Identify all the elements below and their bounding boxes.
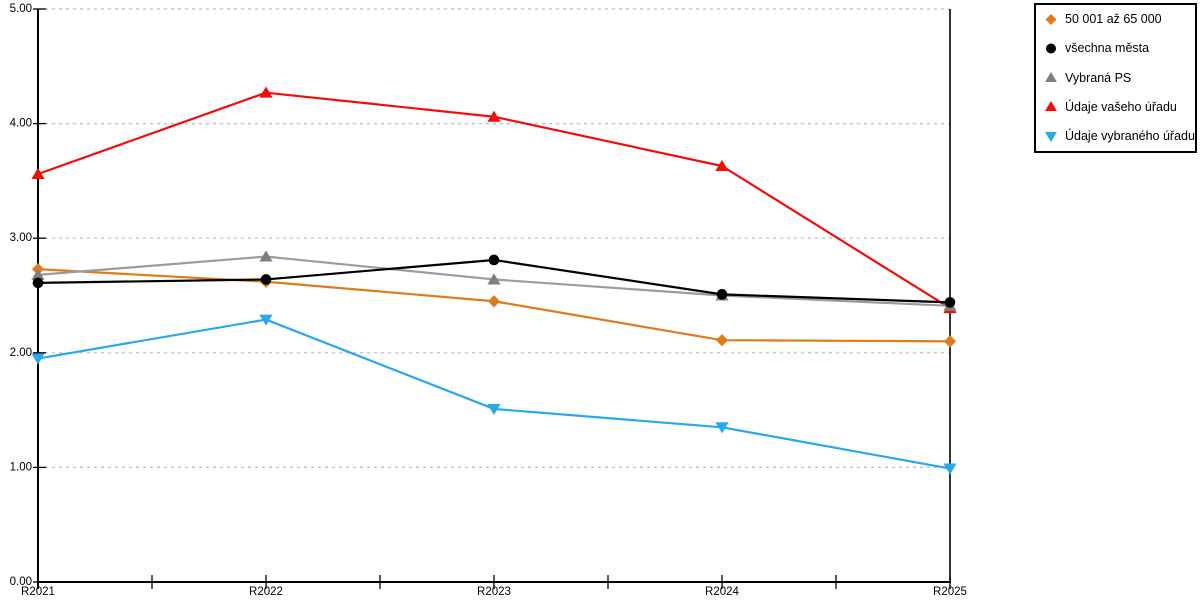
data-point-triangle-down-icon xyxy=(259,314,273,326)
triangle-up-icon xyxy=(1045,72,1057,83)
data-point-triangle-up-icon xyxy=(487,273,501,285)
legend-label: Údaje vybraného úřadu xyxy=(1065,129,1195,143)
y-tick-label: 5.00 xyxy=(10,3,32,15)
series-circle xyxy=(32,254,956,308)
series-triangle-down xyxy=(31,314,957,475)
data-point-diamond-icon xyxy=(487,295,501,308)
y-tick-label: 0.00 xyxy=(10,576,32,588)
series-line xyxy=(37,318,951,470)
x-tick-label: R2023 xyxy=(477,586,511,598)
triangle-down-icon xyxy=(1045,131,1057,142)
x-tick-label: R2022 xyxy=(249,586,283,598)
data-point-triangle-up-icon xyxy=(487,110,501,122)
data-point-diamond-icon xyxy=(715,334,729,347)
x-tick-label: R2025 xyxy=(933,586,967,598)
data-point-triangle-up-icon xyxy=(715,159,729,172)
legend-item: Údaje vybraného úřadu xyxy=(1044,129,1195,143)
triangle-up-icon xyxy=(1045,101,1057,112)
data-point-circle-icon xyxy=(716,289,728,300)
data-point-triangle-down-icon xyxy=(487,403,501,416)
diamond-icon xyxy=(1045,13,1057,25)
y-tick-label: 4.00 xyxy=(10,118,32,130)
data-point-triangle-down-icon xyxy=(715,422,729,434)
legend-label: 50 001 až 65 000 xyxy=(1065,12,1162,26)
data-point-triangle-up-icon xyxy=(259,86,273,98)
legend-label: Vybraná PS xyxy=(1065,70,1132,85)
data-point-triangle-down-icon xyxy=(31,353,45,365)
data-point-triangle-up-icon xyxy=(259,250,273,262)
data-point-circle-icon xyxy=(32,277,44,289)
data-point-triangle-down-icon xyxy=(943,463,957,475)
legend: 50 001 až 65 000 všechna města Vybraná PS Ú… xyxy=(1034,3,1197,153)
legend-label: všechna města xyxy=(1065,41,1150,56)
circle-icon xyxy=(1046,43,1056,54)
data-point-triangle-up-icon xyxy=(31,167,45,180)
legend-item: všechna města xyxy=(1044,41,1187,55)
x-tick-label: R2024 xyxy=(705,586,739,598)
data-point-triangle-up-icon xyxy=(31,268,45,280)
data-point-circle-icon xyxy=(488,254,500,266)
legend-item: Údaje vašeho úřadu xyxy=(1044,100,1187,114)
data-point-diamond-icon xyxy=(943,335,957,348)
legend-label: Údaje vašeho úřadu xyxy=(1065,99,1177,114)
y-tick-label: 3.00 xyxy=(10,232,32,244)
data-point-circle-icon xyxy=(260,274,272,285)
data-point-circle-icon xyxy=(944,297,956,308)
legend-item: Vybraná PS xyxy=(1044,71,1187,85)
y-tick-label: 1.00 xyxy=(10,461,32,473)
y-tick-label: 2.00 xyxy=(10,347,32,359)
legend-item: 50 001 až 65 000 xyxy=(1044,12,1187,26)
x-tick-label: R2021 xyxy=(21,586,55,598)
